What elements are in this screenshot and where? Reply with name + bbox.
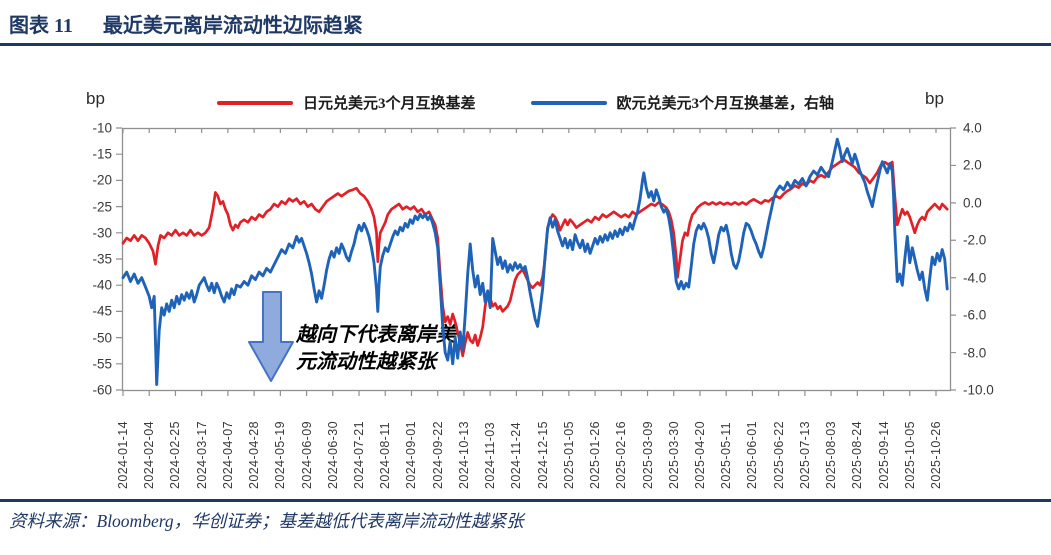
right-axis-tick-label: -6.0	[963, 307, 987, 323]
plot-border	[121, 127, 952, 392]
left-axis-tick-label: -45	[92, 303, 112, 319]
left-axis-tick-label: -15	[92, 146, 112, 162]
left-axis-tick-label: -40	[92, 277, 112, 293]
left-axis-unit: bp	[86, 89, 105, 108]
right-axis-tick-label: -8.0	[963, 345, 987, 361]
figure-label: 图表 11	[9, 15, 73, 37]
annotation-line-1: 越向下代表离岸美	[296, 324, 456, 346]
left-axis-tick-label: -25	[92, 199, 112, 215]
eur-line-swatch	[530, 100, 607, 105]
right-axis-tick-label: 0.0	[963, 195, 982, 211]
jpy-basis-line	[121, 158, 949, 358]
left-axis-tick-label: -35	[92, 251, 112, 267]
axis-ticks	[116, 127, 956, 396]
figure-title: 最近美元离岸流动性边际趋紧	[102, 15, 363, 37]
right-axis-tick-label: -10.0	[963, 382, 994, 398]
eur-basis-line	[121, 137, 949, 386]
chart-legend: 日元兑美元3个月互换基差 欧元兑美元3个月互换基差，右轴	[0, 92, 1051, 113]
left-axis-tick-label: -50	[92, 330, 112, 346]
left-axis-tick-label: -30	[92, 225, 112, 241]
figure-header: 图表 11 最近美元离岸流动性边际趋紧	[9, 9, 363, 38]
header-divider	[0, 43, 1051, 46]
right-axis-tick-label: -2.0	[963, 232, 987, 248]
right-axis-unit: bp	[925, 89, 944, 108]
legend-item-eur: 欧元兑美元3个月互换基差，右轴	[530, 92, 835, 113]
left-axis-tick-label: -55	[92, 356, 112, 372]
right-axis-tick-label: -4.0	[963, 270, 987, 286]
source-note: 资料来源：Bloomberg，华创证券；基差越低代表离岸流动性越紧张	[9, 511, 524, 531]
jpy-line-swatch	[216, 100, 293, 105]
left-axis-tick-label: -60	[92, 382, 112, 398]
down-arrow-icon	[248, 291, 294, 382]
annotation-line-2: 元流动性越紧张	[296, 351, 436, 373]
footer-divider	[0, 499, 1051, 502]
eur-legend-label: 欧元兑美元3个月互换基差，右轴	[616, 96, 835, 112]
jpy-legend-label: 日元兑美元3个月互换基差	[302, 96, 476, 112]
left-axis-tick-label: -10	[92, 120, 112, 136]
chart-annotation: 越向下代表离岸美 元流动性越紧张	[296, 322, 456, 376]
legend-item-jpy: 日元兑美元3个月互换基差	[216, 92, 476, 113]
left-axis-tick-label: -20	[92, 172, 112, 188]
right-axis-tick-label: 4.0	[963, 120, 982, 136]
right-axis-tick-label: 2.0	[963, 157, 982, 173]
